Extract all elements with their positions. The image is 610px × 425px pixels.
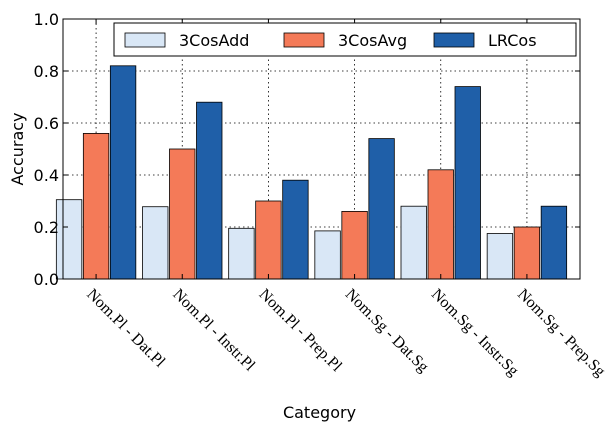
y-tick-label: 0.6 [34,114,59,133]
x-tick-label: Nom.Pl - Dat.Pl [83,286,168,371]
bar-lrcos-3 [368,138,395,280]
legend-box [113,22,577,57]
bar-lrcos-4 [454,86,481,280]
y-axis-label: Accuracy [8,112,27,185]
bar-3cosadd-0 [55,199,83,280]
bar-lrcos-2 [282,179,309,280]
x-axis-label: Category [283,403,356,422]
y-tick-label: 0.0 [34,270,59,289]
legend-label-3cosadd: 3CosAdd [179,31,249,50]
plot-area-frame [62,18,581,280]
bar-3cosavg-4 [427,169,454,280]
bar-3cosadd-1 [142,206,169,280]
bar-3cosavg-0 [82,132,110,280]
bar-3cosavg-5 [513,226,541,280]
bars [55,65,580,280]
x-tick-label: Nom.Pl - Instr.Pl [169,286,258,375]
bar-3cosadd-4 [400,205,427,280]
legend-swatch-3cosavg [283,32,325,48]
y-axis-ticks: 0.0 0.2 0.4 0.6 0.8 1.0 [34,10,580,289]
x-tick-label: Nom.Pl - Prep.Pl [256,286,346,376]
x-tick-label: Nom.Sg - Instr.Sg [428,286,522,380]
y-tick-label: 1.0 [34,10,59,29]
legend-label-3cosavg: 3CosAvg [338,31,407,50]
bar-lrcos-1 [196,101,223,280]
x-tick-label: Nom.Sg - Prep.Sg [514,286,608,380]
y-tick-label: 0.4 [34,166,59,185]
y-tick-label: 0.2 [34,218,59,237]
legend-swatch-lrcos [433,32,475,48]
legend-label-lrcos: LRCos [488,31,537,50]
bar-3cosavg-2 [255,200,282,280]
legend-swatch-3cosadd [124,32,166,48]
bar-lrcos-0 [109,65,137,280]
bar-3cosadd-5 [486,233,514,280]
bar-3cosadd-2 [228,227,255,280]
legend: 3CosAdd 3CosAvg LRCos [113,22,577,57]
x-tick-label: Nom.Sg - Dat.Sg [342,286,432,376]
y-tick-label: 0.8 [34,62,59,81]
bar-3cosadd-3 [314,230,341,280]
bar-3cosavg-3 [341,210,368,280]
bar-3cosavg-1 [169,148,196,280]
bar-lrcos-5 [540,205,568,280]
